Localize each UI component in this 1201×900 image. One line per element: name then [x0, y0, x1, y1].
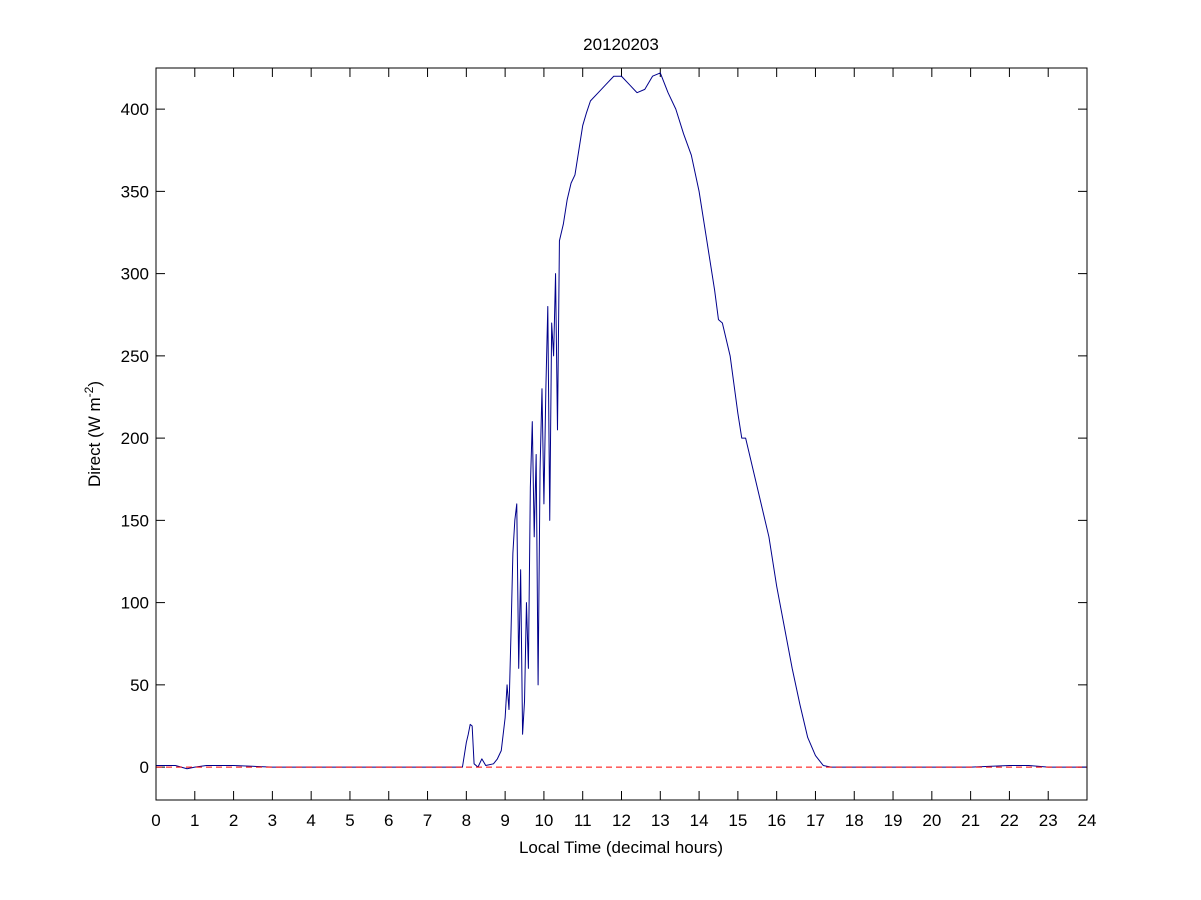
x-tick-label: 21 [961, 811, 980, 830]
x-tick-label: 13 [651, 811, 670, 830]
x-tick-label: 17 [806, 811, 825, 830]
y-tick-label: 0 [140, 758, 149, 777]
x-tick-label: 10 [534, 811, 553, 830]
y-tick-label: 50 [130, 676, 149, 695]
x-tick-label: 9 [500, 811, 509, 830]
y-tick-label: 100 [121, 594, 149, 613]
y-tick-label: 350 [121, 182, 149, 201]
x-tick-label: 18 [845, 811, 864, 830]
y-tick-label: 200 [121, 429, 149, 448]
x-tick-label: 3 [268, 811, 277, 830]
x-tick-label: 8 [462, 811, 471, 830]
y-axis-label: Direct (W m-2) [82, 381, 104, 487]
x-tick-label: 5 [345, 811, 354, 830]
y-tick-label: 250 [121, 347, 149, 366]
x-tick-label: 0 [151, 811, 160, 830]
x-tick-label: 4 [306, 811, 315, 830]
x-tick-label: 23 [1039, 811, 1058, 830]
y-axis-label-suffix: ) [85, 381, 104, 387]
y-axis-label-superscript: -2 [82, 386, 96, 397]
x-tick-label: 11 [574, 811, 592, 830]
x-tick-label: 20 [922, 811, 941, 830]
x-tick-label: 14 [690, 811, 709, 830]
data-line [156, 72, 1087, 770]
x-tick-label: 22 [1000, 811, 1019, 830]
x-tick-label: 19 [884, 811, 903, 830]
x-tick-label: 16 [767, 811, 786, 830]
x-tick-label: 7 [423, 811, 432, 830]
chart-title: 20120203 [583, 35, 659, 54]
y-tick-label: 400 [121, 100, 149, 119]
plot-area [156, 68, 1087, 800]
x-tick-label: 2 [229, 811, 238, 830]
x-tick-label: 1 [190, 811, 199, 830]
y-tick-label: 150 [121, 511, 149, 530]
axes-box [155, 67, 1088, 801]
y-axis-label-text: Direct (W m [85, 397, 104, 487]
y-tick-label: 300 [121, 265, 149, 284]
x-tick-label: 6 [384, 811, 393, 830]
x-axis-label: Local Time (decimal hours) [519, 838, 723, 857]
x-tick-label: 15 [728, 811, 747, 830]
x-tick-label: 12 [612, 811, 631, 830]
x-tick-label: 24 [1078, 811, 1097, 830]
